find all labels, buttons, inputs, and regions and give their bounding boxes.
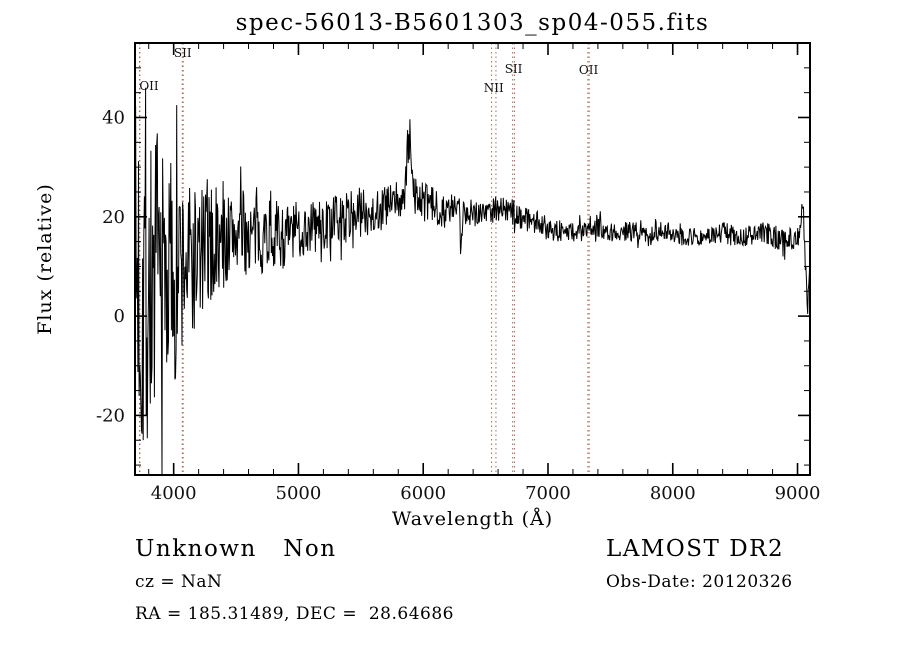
y-tick-label: -20: [96, 405, 125, 426]
emission-line-label: SII: [505, 62, 523, 76]
survey-name-text: LAMOST DR2: [606, 536, 785, 562]
emission-line-label: NII: [484, 81, 504, 95]
spectrum-line: [134, 87, 811, 476]
x-tick-label: 9000: [775, 483, 821, 504]
x-tick-label: 8000: [650, 483, 696, 504]
emission-line-label: OII: [579, 63, 599, 77]
redshift-text: cz = NaN: [135, 572, 223, 592]
x-tick-label: 4000: [151, 483, 197, 504]
x-tick-label: 5000: [276, 483, 322, 504]
emission-line-label: OII: [139, 79, 159, 93]
x-axis-label: Wavelength (Å): [391, 508, 554, 530]
x-tick-label: 6000: [400, 483, 446, 504]
y-tick-label: 20: [102, 207, 125, 228]
y-tick-label: 40: [102, 107, 125, 128]
x-tick-label: 7000: [525, 483, 571, 504]
obs-date-text: Obs-Date: 20120326: [606, 572, 793, 592]
y-tick-label: 0: [114, 306, 125, 327]
plot-frame: [134, 42, 811, 476]
y-axis-label: Flux (relative): [34, 183, 56, 335]
coordinates-text: RA = 185.31489, DEC = 28.64686: [135, 604, 454, 624]
emission-line-label: SII: [174, 46, 192, 60]
classification-text: Unknown Non: [135, 536, 337, 562]
plot-title: spec-56013-B5601303_sp04-055.fits: [235, 10, 710, 36]
